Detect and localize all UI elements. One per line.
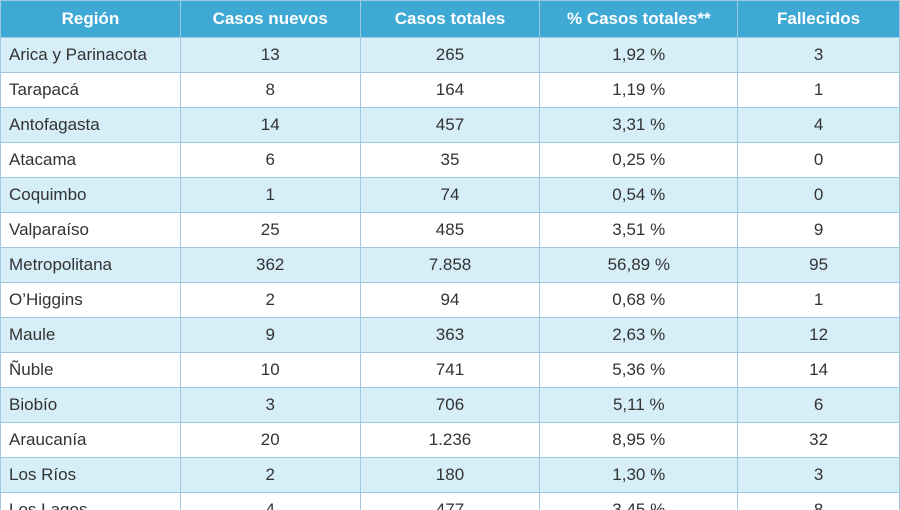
cell-fallecidos: 0 [738,143,900,178]
cell-fallecidos: 1 [738,283,900,318]
cell-pct-casos-totales: 3,51 % [540,213,738,248]
cell-casos-nuevos: 8 [180,73,360,108]
cell-fallecidos: 14 [738,353,900,388]
cell-pct-casos-totales: 1,92 % [540,38,738,73]
table-row: Antofagasta144573,31 %4 [1,108,900,143]
cell-casos-nuevos: 9 [180,318,360,353]
cell-region: Metropolitana [1,248,181,283]
cell-pct-casos-totales: 5,36 % [540,353,738,388]
table-row: Ñuble107415,36 %14 [1,353,900,388]
cell-pct-casos-totales: 0,54 % [540,178,738,213]
cell-region: Los Ríos [1,458,181,493]
cell-region: Biobío [1,388,181,423]
table-row: Coquimbo1740,54 %0 [1,178,900,213]
cell-casos-totales: 265 [360,38,540,73]
cell-region: Arica y Parinacota [1,38,181,73]
cell-region: Maule [1,318,181,353]
cell-casos-totales: 35 [360,143,540,178]
cell-fallecidos: 6 [738,388,900,423]
table-row: Los Lagos44773,45 %8 [1,493,900,510]
cell-casos-nuevos: 1 [180,178,360,213]
cell-fallecidos: 0 [738,178,900,213]
cell-region: O’Higgins [1,283,181,318]
cell-fallecidos: 3 [738,38,900,73]
cell-casos-nuevos: 14 [180,108,360,143]
cell-pct-casos-totales: 8,95 % [540,423,738,458]
cell-region: Atacama [1,143,181,178]
table-row: Metropolitana3627.85856,89 %95 [1,248,900,283]
table-row: Los Ríos21801,30 %3 [1,458,900,493]
cell-casos-totales: 741 [360,353,540,388]
cell-casos-totales: 363 [360,318,540,353]
cell-casos-totales: 457 [360,108,540,143]
cell-region: Tarapacá [1,73,181,108]
table-row: Tarapacá81641,19 %1 [1,73,900,108]
table-header-row: Región Casos nuevos Casos totales % Caso… [1,1,900,38]
cell-casos-nuevos: 3 [180,388,360,423]
cell-pct-casos-totales: 56,89 % [540,248,738,283]
cell-casos-totales: 706 [360,388,540,423]
cell-casos-totales: 485 [360,213,540,248]
cell-casos-nuevos: 362 [180,248,360,283]
cell-casos-nuevos: 6 [180,143,360,178]
col-header-pct: % Casos totales** [540,1,738,38]
cell-casos-totales: 74 [360,178,540,213]
cell-pct-casos-totales: 3,45 % [540,493,738,510]
cell-casos-nuevos: 20 [180,423,360,458]
cell-casos-totales: 7.858 [360,248,540,283]
covid-regions-table: Región Casos nuevos Casos totales % Caso… [0,0,900,510]
cell-casos-totales: 1.236 [360,423,540,458]
cell-casos-nuevos: 10 [180,353,360,388]
cell-fallecidos: 1 [738,73,900,108]
cell-pct-casos-totales: 3,31 % [540,108,738,143]
covid-regions-table-container: Región Casos nuevos Casos totales % Caso… [0,0,900,510]
cell-fallecidos: 4 [738,108,900,143]
cell-region: Valparaíso [1,213,181,248]
col-header-region: Región [1,1,181,38]
table-row: Valparaíso254853,51 %9 [1,213,900,248]
col-header-nuevos: Casos nuevos [180,1,360,38]
cell-pct-casos-totales: 1,19 % [540,73,738,108]
cell-casos-totales: 180 [360,458,540,493]
cell-fallecidos: 8 [738,493,900,510]
cell-region: Araucanía [1,423,181,458]
cell-pct-casos-totales: 0,25 % [540,143,738,178]
table-row: O’Higgins2940,68 %1 [1,283,900,318]
cell-region: Antofagasta [1,108,181,143]
cell-casos-nuevos: 25 [180,213,360,248]
cell-pct-casos-totales: 1,30 % [540,458,738,493]
table-row: Maule93632,63 %12 [1,318,900,353]
cell-pct-casos-totales: 5,11 % [540,388,738,423]
cell-casos-totales: 94 [360,283,540,318]
table-row: Araucanía201.2368,95 %32 [1,423,900,458]
cell-casos-totales: 164 [360,73,540,108]
cell-fallecidos: 12 [738,318,900,353]
cell-region: Ñuble [1,353,181,388]
cell-region: Coquimbo [1,178,181,213]
col-header-fallecidos: Fallecidos [738,1,900,38]
cell-casos-nuevos: 2 [180,458,360,493]
cell-casos-nuevos: 4 [180,493,360,510]
table-row: Arica y Parinacota132651,92 %3 [1,38,900,73]
col-header-totales: Casos totales [360,1,540,38]
cell-casos-totales: 477 [360,493,540,510]
cell-casos-nuevos: 13 [180,38,360,73]
cell-region: Los Lagos [1,493,181,510]
cell-casos-nuevos: 2 [180,283,360,318]
cell-fallecidos: 32 [738,423,900,458]
cell-fallecidos: 3 [738,458,900,493]
cell-pct-casos-totales: 2,63 % [540,318,738,353]
table-row: Biobío37065,11 %6 [1,388,900,423]
cell-fallecidos: 9 [738,213,900,248]
cell-fallecidos: 95 [738,248,900,283]
table-row: Atacama6350,25 %0 [1,143,900,178]
cell-pct-casos-totales: 0,68 % [540,283,738,318]
